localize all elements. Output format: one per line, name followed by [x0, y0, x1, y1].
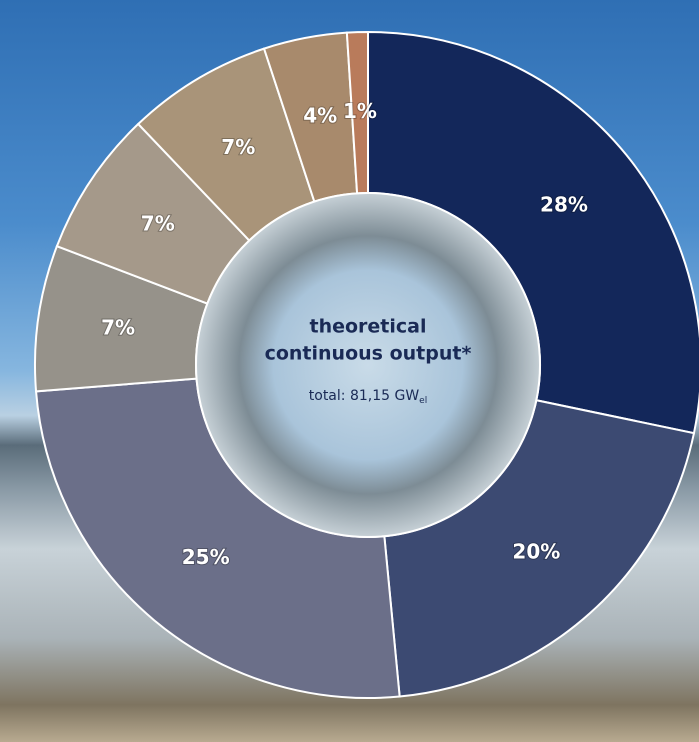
slice-label: 1%: [343, 99, 377, 123]
center-title: theoretical: [310, 316, 427, 338]
center-title: continuous output*: [265, 343, 472, 365]
slice-label: 4%: [303, 104, 337, 128]
center-total-text: total: 81,15 GW: [309, 388, 420, 404]
slice-label: 28%: [540, 192, 588, 216]
slice-label: 7%: [221, 135, 255, 159]
center-circle: [195, 192, 541, 538]
slice-label: 25%: [182, 545, 230, 569]
slice-label: 7%: [101, 316, 135, 340]
center-total: total: 81,15 GWel: [309, 388, 427, 406]
center-total-subscript: el: [419, 396, 427, 406]
slice-label: 7%: [141, 212, 175, 236]
slice-label: 20%: [512, 540, 560, 564]
